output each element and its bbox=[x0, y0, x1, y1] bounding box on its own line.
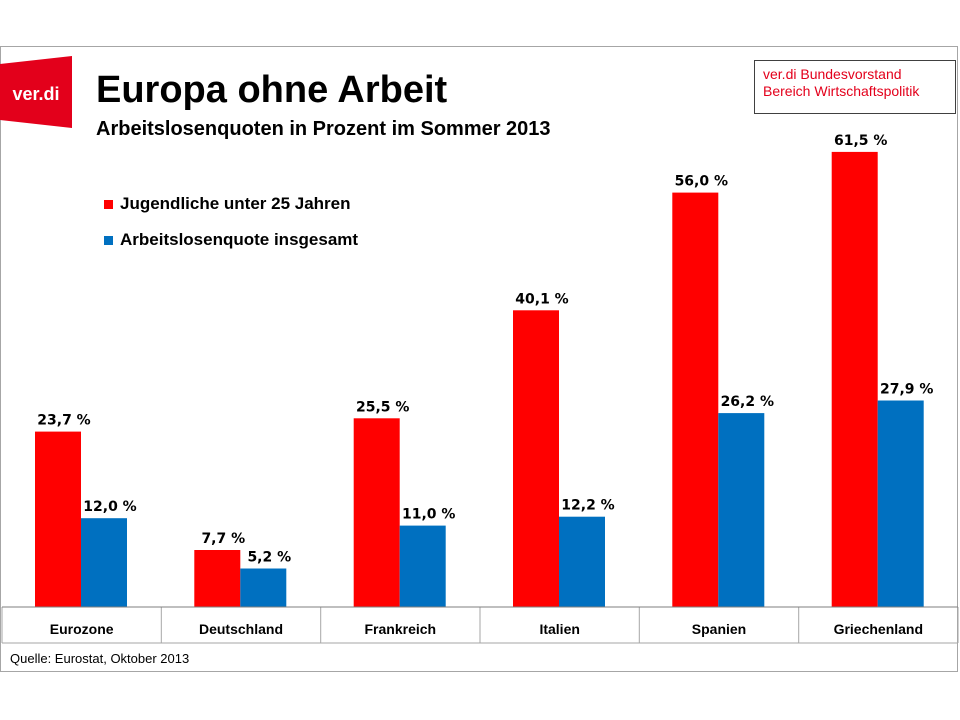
bar-deutschland-series-1 bbox=[240, 568, 287, 607]
bar-griechenland-series-1 bbox=[877, 400, 924, 607]
category-label-italien: Italien bbox=[539, 621, 579, 637]
bar-deutschland-series-0 bbox=[194, 550, 241, 607]
data-label-griechenland-series-1: 27,9 % bbox=[880, 382, 933, 398]
axis-group: Eurozone Deutschland Frankreich Italien Span… bbox=[1, 606, 959, 644]
category-label-deutschland: Deutschland bbox=[199, 621, 283, 637]
data-label-frankreich-series-0: 25,5 % bbox=[356, 399, 409, 415]
category-label-frankreich: Frankreich bbox=[365, 621, 437, 637]
source-note: Quelle: Eurostat, Oktober 2013 bbox=[10, 651, 190, 666]
bar-italien-series-0 bbox=[513, 310, 559, 607]
data-label-italien-series-1: 12,2 % bbox=[561, 498, 614, 514]
data-label-frankreich-series-1: 11,0 % bbox=[402, 507, 455, 523]
bar-group: 23,7 % 12,0 % 7,7 %5,2 % 25,5 % 11,0 % 40,1 %… bbox=[35, 133, 933, 607]
page-title: Europa ohne Arbeit bbox=[96, 69, 448, 111]
data-label-italien-series-0: 40,1 % bbox=[515, 291, 568, 307]
bar-spanien-series-0 bbox=[672, 192, 719, 607]
data-label-spanien-series-0: 56,0 % bbox=[675, 174, 728, 190]
verdi-logo: ver.di bbox=[0, 56, 72, 128]
bar-italien-series-1 bbox=[559, 516, 605, 607]
category-label-eurozone: Eurozone bbox=[50, 621, 114, 637]
bar-eurozone-series-1 bbox=[81, 518, 127, 607]
bar-griechenland-series-0 bbox=[831, 151, 878, 607]
chart-frame bbox=[0, 46, 958, 672]
page-subtitle: Arbeitslosenquoten in Prozent im Sommer … bbox=[96, 118, 551, 140]
category-label-griechenland: Griechenland bbox=[834, 621, 923, 637]
data-label-deutschland-series-0: 7,7 % bbox=[201, 531, 245, 547]
data-label-deutschland-series-1: 5,2 % bbox=[247, 550, 291, 566]
legend-label-youth: Jugendliche unter 25 Jahren bbox=[120, 194, 351, 213]
bar-frankreich-series-0 bbox=[353, 418, 400, 607]
data-label-eurozone-series-1: 12,0 % bbox=[83, 499, 136, 515]
legend-swatch-youth bbox=[104, 200, 113, 209]
legend-swatch-total bbox=[104, 236, 113, 245]
data-label-griechenland-series-0: 61,5 % bbox=[834, 133, 887, 149]
credit-box: ver.di Bundesvorstand Bereich Wirtschaft… bbox=[754, 60, 956, 114]
bar-spanien-series-1 bbox=[718, 413, 765, 607]
credit-line-1: ver.di Bundesvorstand bbox=[763, 66, 902, 82]
bar-eurozone-series-0 bbox=[35, 431, 81, 607]
category-label-spanien: Spanien bbox=[692, 621, 746, 637]
credit-line-2: Bereich Wirtschaftspolitik bbox=[763, 83, 920, 99]
legend-label-total: Arbeitslosenquote insgesamt bbox=[120, 230, 359, 249]
logo-text: ver.di bbox=[12, 84, 59, 104]
data-label-eurozone-series-0: 23,7 % bbox=[37, 413, 90, 429]
data-label-spanien-series-1: 26,2 % bbox=[721, 394, 774, 410]
bar-frankreich-series-1 bbox=[399, 525, 446, 607]
